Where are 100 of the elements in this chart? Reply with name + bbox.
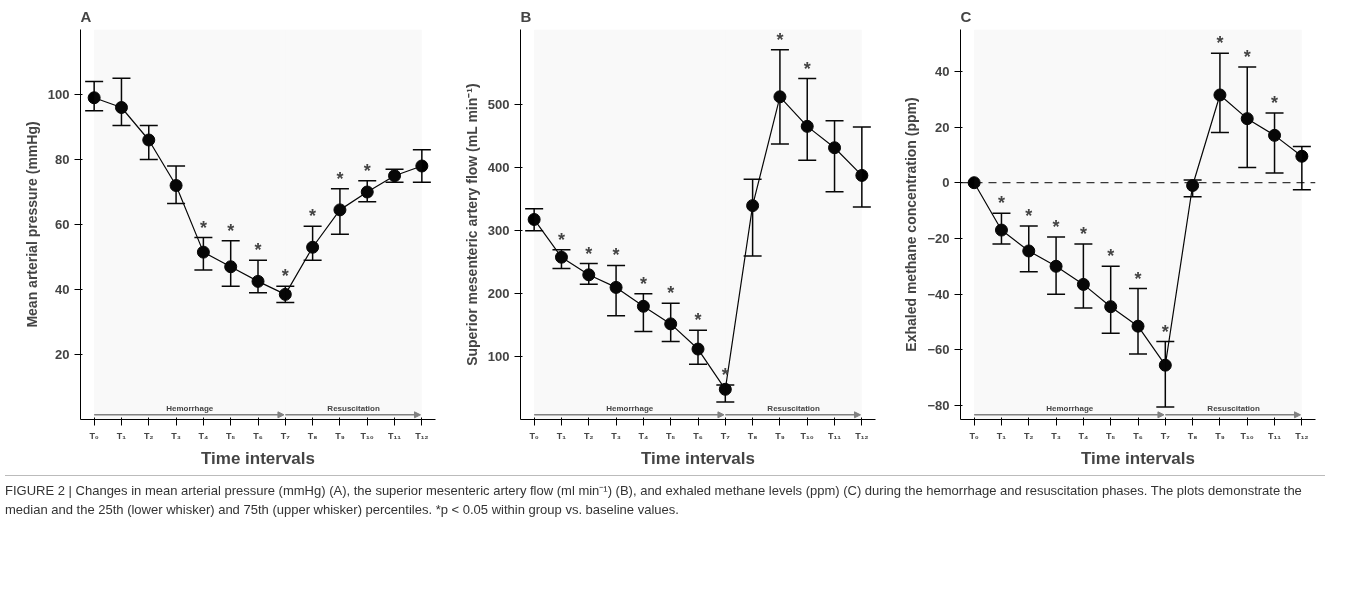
y-tick-label: −20	[927, 230, 950, 246]
point	[718, 382, 732, 396]
annotation: *	[309, 206, 317, 227]
x-tick-label: T₉	[335, 430, 345, 441]
x-tick-label: T₁₂	[1295, 430, 1309, 441]
y-tick-label: 400	[487, 160, 510, 176]
x-tick-label: T₂	[1024, 430, 1034, 441]
x-tick-label: T₅	[225, 430, 236, 441]
y-tick-label: 100	[487, 349, 510, 365]
point	[224, 260, 238, 274]
x-tick-label: T₃	[611, 430, 621, 441]
x-tick-label: T₁₂	[415, 430, 429, 441]
x-tick-label: T₃	[171, 430, 181, 441]
x-tick-label: T₀	[969, 430, 979, 441]
x-tick-label: T₂	[584, 430, 594, 441]
annotation: *	[227, 220, 235, 241]
x-axis-title: Time intervals	[200, 448, 316, 468]
x-tick-label: T₄	[1078, 430, 1089, 441]
point	[855, 168, 869, 182]
x-tick-label: T₆	[253, 430, 263, 441]
point	[415, 159, 429, 173]
annotation: *	[557, 229, 565, 250]
point	[1213, 88, 1227, 102]
x-tick-label: T₆	[693, 430, 703, 441]
point	[278, 287, 292, 301]
annotation: *	[254, 240, 262, 261]
point	[746, 199, 760, 213]
x-tick-label: T₄	[638, 430, 649, 441]
x-tick-label: T₁₁	[828, 430, 842, 441]
point	[609, 280, 623, 294]
x-tick-label: T₂	[144, 430, 154, 441]
y-tick-label: 60	[55, 217, 70, 232]
y-tick-label: 200	[487, 286, 510, 302]
point	[773, 90, 787, 104]
point	[360, 185, 374, 199]
y-tick-label: 20	[55, 347, 70, 362]
y-tick-label: −40	[927, 286, 950, 302]
x-tick-label: T₈	[1187, 430, 1198, 441]
point	[967, 176, 981, 190]
y-tick-label: 0	[942, 175, 950, 191]
y-axis-title: Mean arterial pressure (mmHg)	[23, 121, 40, 328]
annotation: *	[1271, 93, 1279, 114]
annotation: *	[776, 29, 784, 50]
point	[251, 274, 265, 288]
x-tick-label: T₀	[89, 430, 99, 441]
y-tick-label: 500	[487, 97, 510, 113]
point	[1158, 358, 1172, 372]
point	[582, 268, 596, 282]
point	[527, 212, 541, 226]
x-tick-label: T₃	[1051, 430, 1061, 441]
x-tick-label: T₈	[307, 430, 318, 441]
annotation: *	[803, 58, 811, 79]
annotation: *	[1216, 33, 1224, 54]
chart-title: C	[960, 7, 972, 25]
x-tick-label: T₁₂	[855, 430, 869, 441]
band-label: Resuscitation	[1207, 403, 1260, 413]
y-tick-label: 20	[935, 119, 950, 135]
x-tick-label: T₁₁	[1268, 430, 1282, 441]
x-tick-label: T₁	[556, 430, 567, 441]
point	[691, 342, 705, 356]
point	[1104, 300, 1118, 314]
x-tick-label: T₄	[198, 430, 209, 441]
annotation: *	[694, 310, 702, 331]
point	[800, 119, 814, 133]
x-tick-label: T₇	[1160, 430, 1171, 441]
point	[196, 245, 210, 259]
point	[1049, 259, 1063, 273]
point	[1131, 319, 1145, 333]
chart-title: A	[80, 7, 92, 25]
x-tick-label: T₅	[665, 430, 676, 441]
point	[636, 299, 650, 313]
x-tick-label: T₁₁	[388, 430, 402, 441]
y-tick-label: 80	[55, 152, 70, 167]
annotation: *	[585, 243, 593, 264]
x-tick-label: T₁₀	[1240, 430, 1254, 441]
band-label: Hemorrhage	[1046, 403, 1094, 413]
annotation: *	[1052, 217, 1060, 238]
point	[1268, 128, 1282, 142]
point	[333, 203, 347, 217]
point	[1240, 112, 1254, 126]
point	[828, 141, 842, 155]
annotation: *	[1107, 246, 1115, 267]
y-tick-label: 300	[487, 223, 510, 239]
annotation: *	[363, 160, 371, 181]
x-tick-label: T₅	[1105, 430, 1116, 441]
annotation: *	[1243, 47, 1251, 68]
band-label: Resuscitation	[767, 403, 820, 413]
chart-title: B	[520, 7, 532, 25]
y-tick-label: 40	[935, 63, 950, 79]
x-tick-label: T₉	[775, 430, 785, 441]
annotation: *	[612, 245, 620, 266]
y-tick-label: −80	[927, 398, 950, 414]
point	[1186, 179, 1200, 192]
point	[169, 179, 183, 192]
annotation: *	[1134, 268, 1142, 289]
band-label: Hemorrhage	[166, 403, 214, 413]
x-tick-label: T₁₀	[360, 430, 374, 441]
x-axis-title: Time intervals	[640, 448, 756, 468]
x-axis-title: Time intervals	[1080, 448, 1196, 468]
band-label: Hemorrhage	[606, 403, 654, 413]
